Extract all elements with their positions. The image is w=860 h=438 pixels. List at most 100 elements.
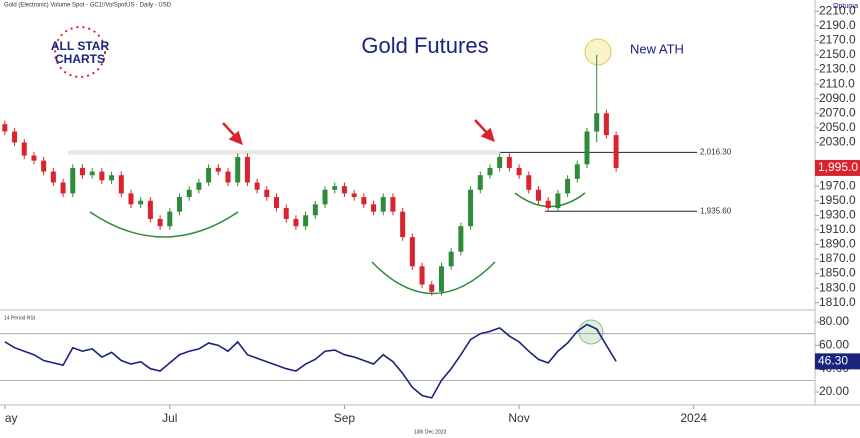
y-tick-label: 1910.0 — [819, 222, 856, 236]
candle-body — [468, 189, 474, 227]
y-tick-label: 2130.0 — [819, 62, 856, 76]
x-tick-label: Nov — [508, 411, 529, 425]
chart-header: Gold (Electronic) Volume Spot - GC1!/Vol… — [4, 3, 172, 9]
candle-body — [477, 175, 483, 190]
candle-body — [147, 200, 153, 219]
logo-text: CHARTS — [55, 52, 105, 66]
x-tick-label: Sep — [334, 411, 356, 425]
y-tick-label: 2210.0 — [819, 3, 856, 17]
candle-body — [526, 175, 532, 190]
logo-ring — [54, 26, 106, 78]
candle-body — [118, 175, 124, 194]
candle-body — [244, 157, 250, 183]
x-tick-label: ay — [5, 411, 18, 425]
candle-body — [545, 200, 551, 208]
y-tick-label: 2150.0 — [819, 47, 856, 61]
y-tick-label: 2030.0 — [819, 135, 856, 149]
resistance-band — [68, 150, 500, 155]
candle-body — [371, 204, 377, 212]
candle-body — [535, 189, 541, 201]
annotation: New ATH — [630, 41, 684, 56]
level-label: 2,016.30 — [700, 148, 732, 157]
y-tick-label: 2170.0 — [819, 33, 856, 47]
y-tick-label: 20.00 — [819, 384, 849, 398]
highlight-circle — [578, 319, 604, 345]
candle-body — [206, 167, 212, 183]
candle-body — [341, 186, 347, 194]
candle-body — [31, 155, 37, 161]
candle-body — [390, 197, 396, 212]
y-tick-label: 1870.0 — [819, 251, 856, 265]
arrow — [474, 119, 489, 135]
level-label: 1,935.60 — [700, 206, 732, 215]
candle-body — [409, 237, 415, 267]
candle-body — [516, 167, 522, 176]
candle-body — [603, 113, 609, 136]
candle-body — [196, 182, 202, 190]
rsi-line — [4, 323, 617, 399]
current-tag — [815, 159, 860, 176]
candle-body — [12, 131, 18, 143]
candle-body — [497, 157, 503, 168]
candle-body — [584, 131, 590, 165]
y-tick-label: 2090.0 — [819, 91, 856, 105]
current-tag — [815, 353, 860, 370]
arc — [89, 211, 239, 238]
y-tick-label: 60.00 — [819, 338, 849, 352]
candle-body — [60, 182, 66, 194]
candle-body — [332, 186, 338, 190]
candle-body — [138, 200, 144, 205]
candle-body — [264, 189, 270, 198]
candle-body — [70, 167, 76, 194]
logo-text: ALL STAR — [51, 39, 110, 53]
candle-body — [303, 215, 309, 227]
arrows — [222, 119, 495, 146]
candle-body — [79, 167, 85, 176]
current-label: 1,995.0 — [818, 160, 858, 174]
candle-body — [322, 189, 328, 205]
candle-body — [293, 218, 299, 227]
candle-body — [41, 160, 47, 172]
candle-body — [2, 124, 8, 132]
candle-body — [128, 193, 134, 205]
arrow — [222, 122, 237, 138]
candle-body — [89, 171, 95, 176]
candle-body — [574, 164, 580, 179]
arrow-head — [228, 130, 243, 146]
chart-title: Gold Futures — [361, 33, 488, 58]
date-label: 13th Dec 2023 — [414, 429, 447, 435]
y-tick-label: 2190.0 — [819, 18, 856, 32]
candle-body — [400, 211, 406, 238]
y-tick-label: 1930.0 — [819, 207, 856, 221]
current-label: 46.30 — [818, 354, 848, 368]
x-tick-label: 2024 — [680, 411, 707, 425]
logo: ALL STAR CHARTS — [51, 26, 110, 78]
candle-body — [487, 167, 493, 176]
arrow-head — [480, 127, 495, 143]
candle-body — [157, 218, 163, 227]
candle-body — [594, 113, 600, 132]
highlight-circle — [584, 38, 612, 66]
candle-body — [215, 167, 221, 172]
candle-body — [613, 135, 619, 168]
candle-body — [555, 193, 561, 208]
arc — [371, 261, 496, 295]
candle-body — [176, 197, 182, 212]
candle-body — [109, 175, 115, 181]
y-tick-label: 1810.0 — [819, 295, 856, 309]
y-tick-label: 2050.0 — [819, 120, 856, 134]
candle-body — [50, 171, 56, 183]
candle-body — [361, 197, 367, 205]
candle-body — [235, 157, 241, 183]
y-tick-label: 2110.0 — [819, 76, 855, 90]
candle-body — [458, 226, 464, 252]
candle-body — [283, 208, 289, 219]
candle-body — [448, 251, 454, 267]
candle-body — [429, 284, 435, 292]
panel-title: 14 Period RSI — [4, 315, 35, 321]
y-tick-label: 1970.0 — [819, 178, 856, 192]
candle-body — [419, 266, 425, 285]
candle-body — [225, 171, 231, 183]
